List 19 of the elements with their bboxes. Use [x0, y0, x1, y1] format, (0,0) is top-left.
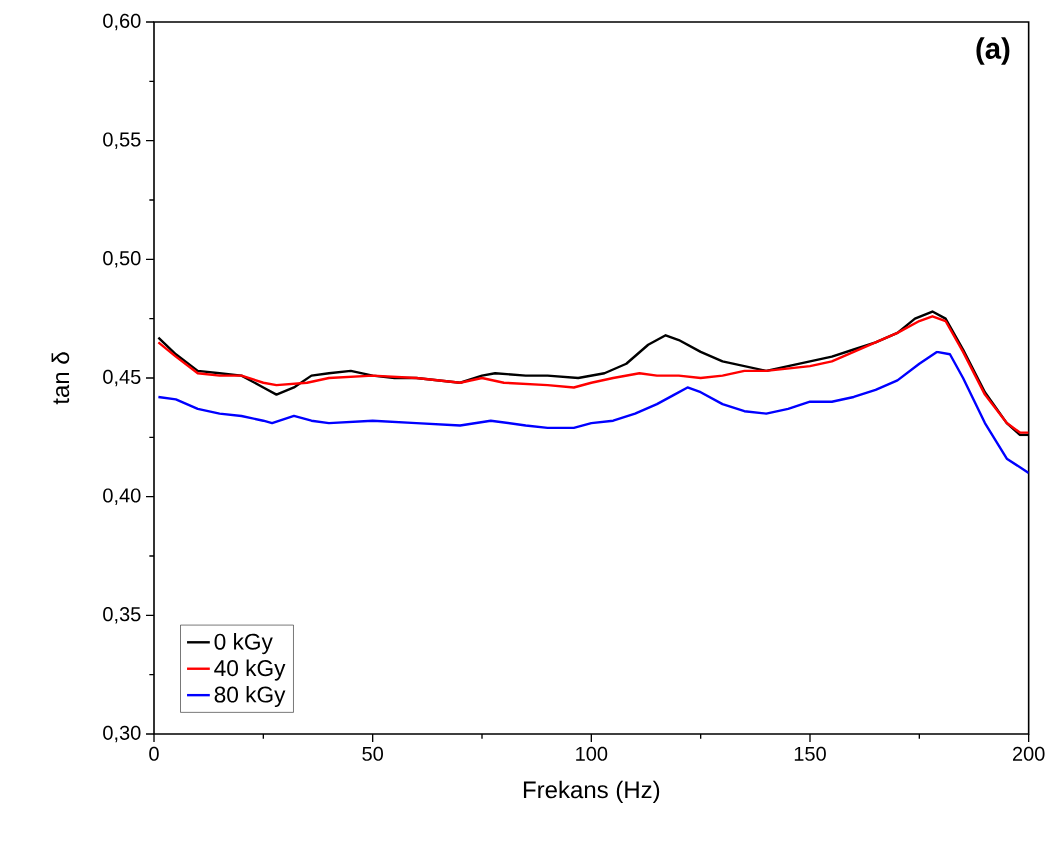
y-tick-label: 0,35 — [103, 607, 141, 624]
x-tick-label: 100 — [576, 746, 608, 761]
x-tick-label: 200 — [1012, 746, 1045, 761]
x-tick-label: 50 — [362, 746, 383, 761]
y-tick-label: 0,55 — [103, 132, 141, 149]
x-tick-label: 0 — [149, 746, 159, 761]
y-tick-label: 0,60 — [103, 13, 141, 31]
y-tick-label: 0,30 — [103, 725, 141, 743]
x-tick-label: 150 — [794, 746, 826, 761]
y-tick-label: 0,50 — [103, 251, 141, 268]
legend-label: 40 kGy — [214, 659, 286, 681]
legend-label: 0 kGy — [214, 633, 273, 655]
annotation: (a) — [976, 37, 1010, 65]
x-axis-title: Frekans (Hz) — [523, 780, 660, 804]
y-tick-label: 0,40 — [103, 488, 141, 505]
legend-label: 80 kGy — [214, 685, 286, 708]
y-axis-title: tan δ — [51, 352, 70, 405]
line-series — [157, 350, 1029, 475]
y-tick-label: 0,45 — [103, 369, 141, 387]
